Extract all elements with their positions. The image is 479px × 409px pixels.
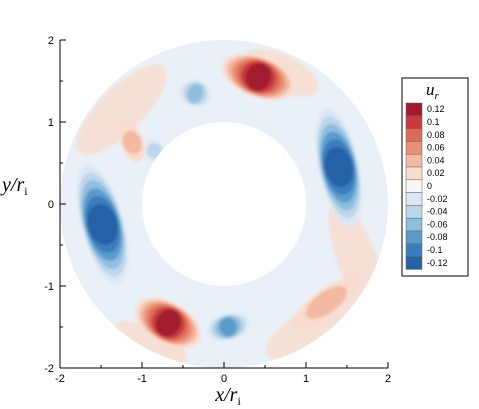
x-tick-label: 0 xyxy=(221,373,227,385)
axes: -2 -1 0 1 2 -2 -1 0 1 2 xyxy=(44,35,391,385)
colorbar-title: ur xyxy=(426,80,440,102)
contour-extremum-6 xyxy=(119,123,145,162)
x-tick-label: 2 xyxy=(385,373,391,385)
contour-extremum-8 xyxy=(144,139,164,163)
colorbar-level-label: 0.04 xyxy=(427,155,445,165)
y-tick-label: 1 xyxy=(48,117,54,129)
contour-halo-4 xyxy=(265,294,363,360)
colorbar-level-label: 0 xyxy=(427,181,432,191)
colorbar-level-label: -0.08 xyxy=(427,232,448,242)
colorbar-swatch xyxy=(405,217,423,232)
y-axis-title-sep: / xyxy=(10,174,19,196)
y-axis-title-sub: i xyxy=(24,184,28,198)
colorbar-swatch xyxy=(405,230,423,245)
x-tick-label: 1 xyxy=(303,373,309,385)
annulus-background xyxy=(60,40,388,368)
colorbar-level-label: -0.04 xyxy=(427,207,448,217)
contour-extremum-1 xyxy=(135,297,201,348)
x-axis-title-sym: r xyxy=(230,384,238,406)
contour-level xyxy=(187,83,204,103)
contour-extremum-2 xyxy=(315,108,363,226)
y-axis-title: y/ri xyxy=(0,174,28,198)
colorbar-swatch xyxy=(405,102,423,117)
contour-extremum-7 xyxy=(292,277,361,328)
contour-level xyxy=(324,147,354,187)
contour-field xyxy=(60,40,390,368)
x-axis-title-main: x xyxy=(214,384,224,406)
colorbar-swatch xyxy=(405,153,423,168)
y-ticks: -2 -1 0 1 2 xyxy=(44,35,66,375)
colorbar-level-label: 0.02 xyxy=(427,168,445,178)
colorbar-title-sub: r xyxy=(435,90,440,102)
colorbar-legend: ur 0.12 0.1 0.08 0.06 0.04 0.02 0 -0.02 -0.04 -0.… xyxy=(401,77,469,277)
x-axis-title: x/ri xyxy=(214,384,241,408)
x-axis-title-sub: i xyxy=(237,394,241,408)
x-tick-label: -2 xyxy=(55,373,65,385)
colorbar-swatch xyxy=(405,192,423,206)
contour-halo-3 xyxy=(113,321,188,366)
colorbar-swatch xyxy=(405,115,423,129)
contour-extremum-3 xyxy=(76,164,129,285)
colorbar-swatch xyxy=(405,179,423,193)
colorbar-level-label: 0.12 xyxy=(427,104,445,114)
contour-level xyxy=(219,317,237,337)
y-tick-label: -2 xyxy=(44,363,54,375)
contour-extremum-5 xyxy=(206,313,250,341)
contour-halo-0 xyxy=(76,64,167,155)
colorbar-level-label: -0.02 xyxy=(427,194,448,204)
contour-level xyxy=(122,130,142,155)
colorbar-swatch xyxy=(405,128,423,142)
colorbar-level-label: -0.12 xyxy=(427,258,448,268)
contour-level xyxy=(155,309,181,337)
contour-level xyxy=(305,286,348,319)
colorbar-entries: 0.12 0.1 0.08 0.06 0.04 0.02 0 -0.02 -0.04 -0.06 -… xyxy=(405,102,448,270)
contour-halo-1 xyxy=(328,199,390,332)
y-tick-label: 0 xyxy=(48,199,54,211)
y-tick-label: -1 xyxy=(44,281,54,293)
colorbar-swatch xyxy=(405,256,423,270)
y-axis-title-main: y xyxy=(0,174,11,196)
colorbar-swatch xyxy=(405,205,423,219)
colorbar-level-label: 0.06 xyxy=(427,143,445,153)
y-axis-title-sym: r xyxy=(16,174,24,196)
colorbar-swatch xyxy=(405,243,423,257)
colorbar-level-label: 0.08 xyxy=(427,130,445,140)
x-ticks: -2 -1 0 1 2 xyxy=(55,362,391,385)
x-tick-label: -1 xyxy=(137,373,147,385)
y-tick-label: 2 xyxy=(48,35,54,47)
contour-level xyxy=(87,204,118,245)
contour-extremum-4 xyxy=(179,79,211,107)
colorbar-level-label: -0.06 xyxy=(427,219,448,229)
colorbar-title-sym: u xyxy=(426,80,435,99)
x-axis-title-sep: / xyxy=(223,384,232,406)
colorbar-swatch xyxy=(405,141,423,155)
colorbar-swatch xyxy=(405,166,423,181)
colorbar-level-label: 0.1 xyxy=(427,117,440,127)
contour-level xyxy=(146,143,162,158)
contour-extremum-0 xyxy=(222,54,295,100)
colorbar-level-label: -0.1 xyxy=(427,245,443,255)
contour-level xyxy=(245,63,272,91)
